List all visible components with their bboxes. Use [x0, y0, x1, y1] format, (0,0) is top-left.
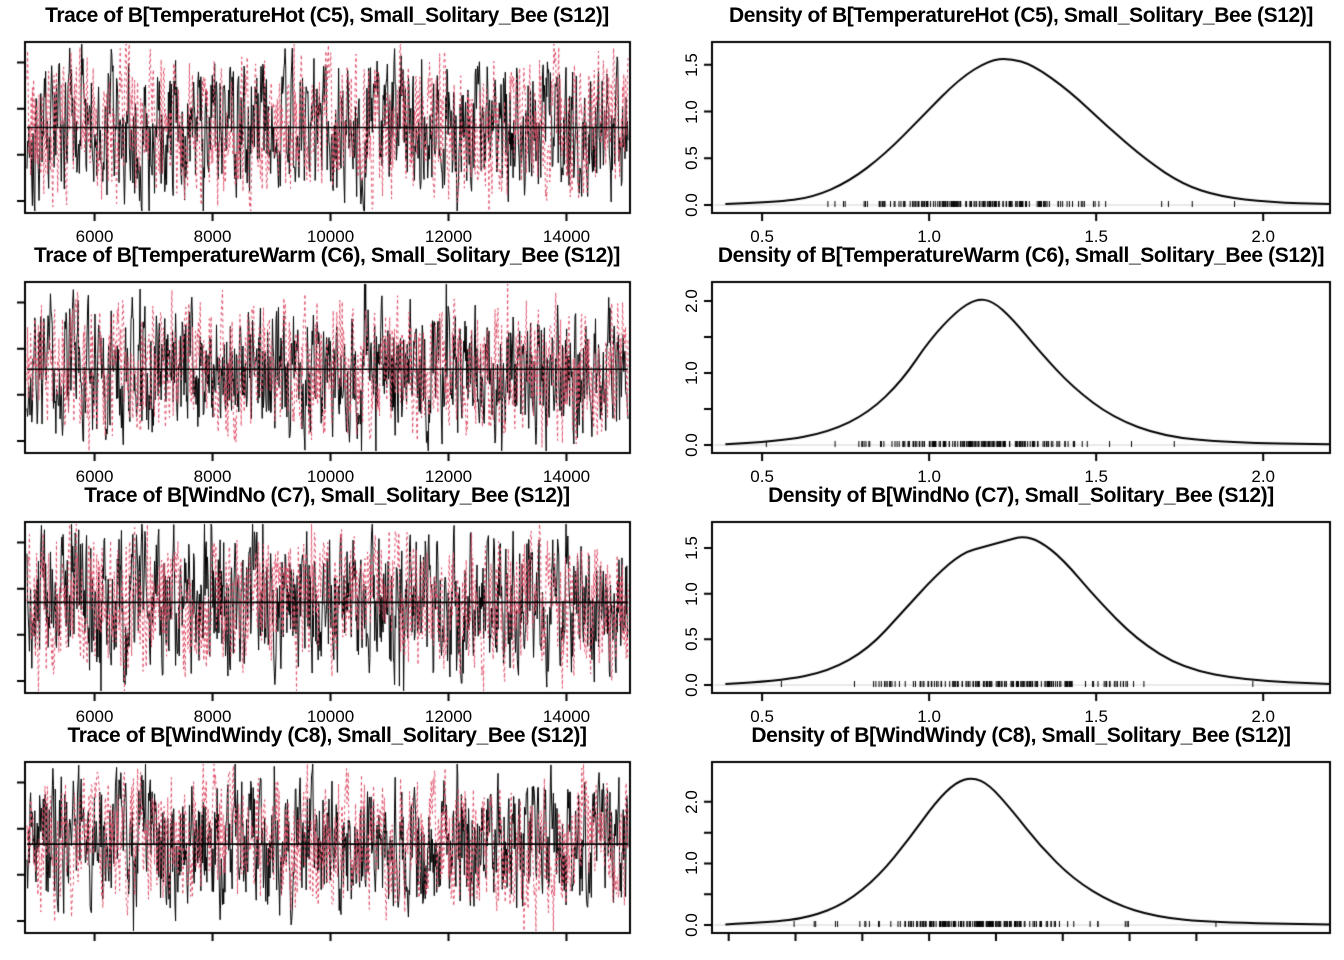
- plot-title: Trace of B[TemperatureWarm (C6), Small_S…: [34, 244, 620, 267]
- density-plot-temperaturewarm: Density of B[TemperatureWarm (C6), Small…: [672, 240, 1344, 486]
- trace-plot-windno: Trace of B[WindNo (C7), Small_Solitary_B…: [0, 480, 672, 726]
- plot-title: Density of B[TemperatureWarm (C6), Small…: [717, 244, 1325, 267]
- density-plot-temperaturehot: Density of B[TemperatureHot (C5), Small_…: [672, 0, 1344, 246]
- plot-title: Trace of B[TemperatureHot (C5), Small_So…: [45, 4, 609, 27]
- density-canvas: [672, 480, 1344, 720]
- trace-plot-windwindy: Trace of B[WindWindy (C8), Small_Solitar…: [0, 720, 672, 960]
- density-canvas: [672, 0, 1344, 240]
- trace-canvas: [0, 720, 672, 960]
- trace-canvas: [0, 240, 672, 480]
- plot-title: Density of B[WindNo (C7), Small_Solitary…: [768, 484, 1274, 507]
- plot-title: Density of B[TemperatureHot (C5), Small_…: [729, 4, 1313, 27]
- trace-canvas: [0, 0, 672, 240]
- trace-plot-temperaturewarm: Trace of B[TemperatureWarm (C6), Small_S…: [0, 240, 672, 486]
- density-canvas: [672, 720, 1344, 960]
- trace-plot-temperaturehot: Trace of B[TemperatureHot (C5), Small_So…: [0, 0, 672, 246]
- plot-title: Density of B[WindWindy (C8), Small_Solit…: [751, 724, 1291, 747]
- density-plot-windwindy: Density of B[WindWindy (C8), Small_Solit…: [672, 720, 1344, 960]
- density-canvas: [672, 240, 1344, 480]
- trace-canvas: [0, 480, 672, 720]
- plot-title: Trace of B[WindNo (C7), Small_Solitary_B…: [84, 484, 570, 507]
- plot-title: Trace of B[WindWindy (C8), Small_Solitar…: [67, 724, 587, 747]
- density-plot-windno: Density of B[WindNo (C7), Small_Solitary…: [672, 480, 1344, 726]
